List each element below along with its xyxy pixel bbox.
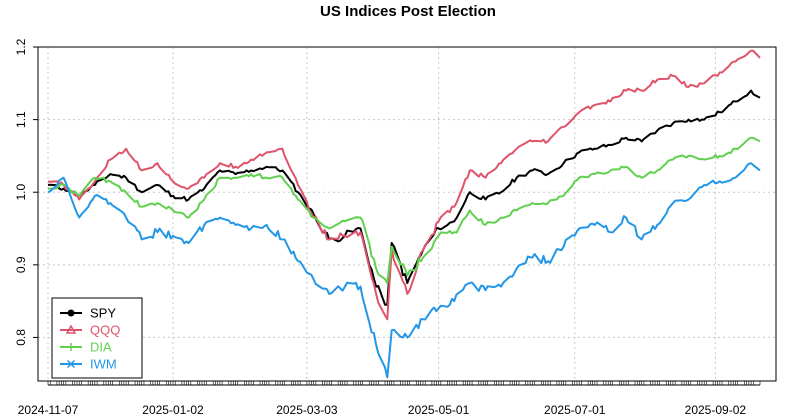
legend-item-qqq: QQQ (60, 323, 120, 338)
legend: SPY QQQ DIA IWM (51, 297, 143, 379)
y-tick-label: 1.2 (14, 38, 28, 55)
y-axis: 0.8 0.9 1.0 1.1 1.2 (14, 38, 38, 346)
y-tick-label: 1.1 (14, 111, 28, 128)
legend-label: DIA (90, 340, 112, 355)
legend-label: IWM (90, 357, 117, 372)
x-tick-label: 2025-05-01 (408, 403, 470, 417)
x-tick-label: 2025-03-03 (276, 403, 338, 417)
legend-cross-marker (66, 359, 76, 369)
legend-label: QQQ (90, 323, 120, 338)
legend-plus-marker (67, 343, 75, 351)
legend-item-spy: SPY (60, 306, 116, 321)
x-tick-label: 2025-09-02 (685, 403, 747, 417)
series-lines (47, 49, 761, 379)
legend-label: SPY (90, 306, 116, 321)
legend-item-iwm: IWM (60, 357, 117, 372)
y-tick-label: 1.0 (14, 184, 28, 201)
x-tick-label: 2025-01-02 (142, 403, 204, 417)
series-line-iwm (47, 162, 761, 379)
chart-title: US Indices Post Election (320, 3, 496, 20)
legend-circle-marker (67, 309, 75, 317)
x-axis: 2024-11-07 2025-01-02 2025-03-03 2025-05-01… (18, 381, 761, 417)
grid (38, 46, 776, 381)
series-line-dia (48, 136, 761, 284)
series-line-qqq (47, 49, 761, 321)
legend-item-dia: DIA (60, 340, 112, 355)
x-tick-label: 2024-11-07 (18, 403, 79, 417)
series-line-spy (47, 89, 761, 306)
y-tick-label: 0.8 (14, 329, 28, 346)
x-tick-label: 2025-07-01 (544, 403, 606, 417)
y-tick-label: 0.9 (14, 256, 28, 273)
legend-triangle-marker (65, 324, 77, 334)
plot-frame (37, 46, 777, 382)
